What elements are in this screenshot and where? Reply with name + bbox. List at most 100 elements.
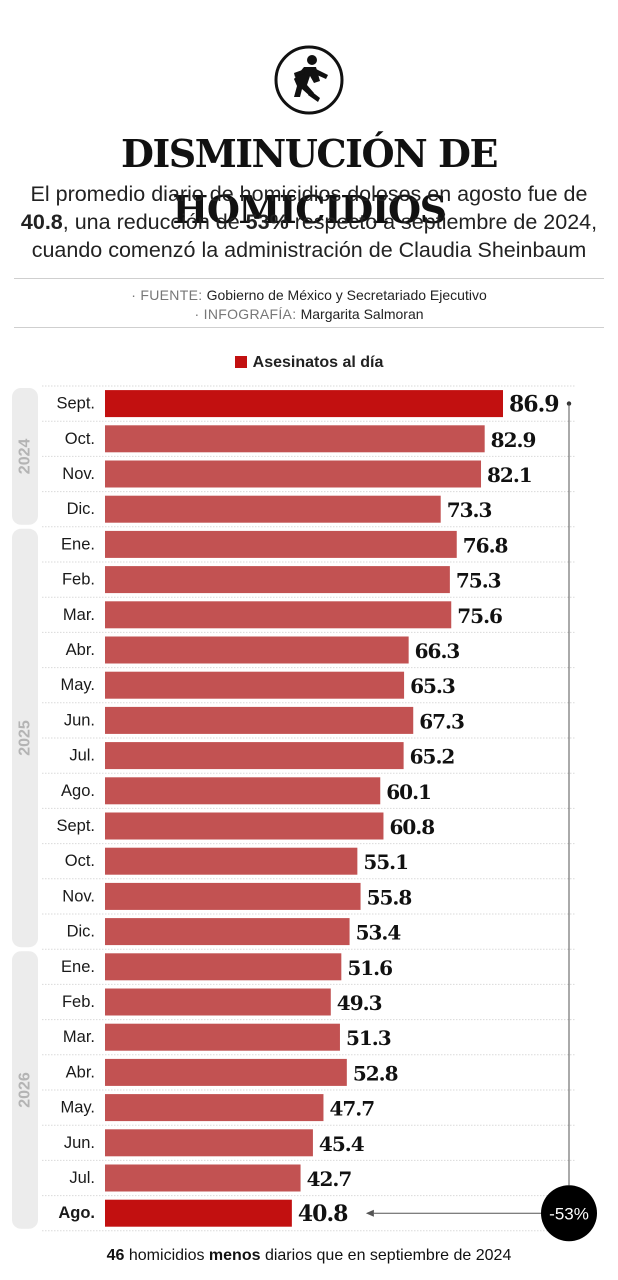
category-label: Ago.	[61, 782, 95, 800]
legend-swatch	[234, 356, 247, 368]
category-label: Jul.	[69, 747, 95, 765]
change-badge-label: -53%	[549, 1205, 589, 1224]
bar-3	[105, 495, 441, 523]
value-label: 51.6	[347, 956, 392, 980]
category-label: Dic.	[67, 923, 95, 941]
year-label-2026: 2026	[17, 1072, 34, 1108]
category-label: Ene.	[61, 535, 95, 553]
bar-16	[105, 953, 342, 981]
category-label: Oct.	[65, 852, 95, 870]
category-label: Jul.	[69, 1169, 95, 1187]
value-label: 75.3	[456, 569, 501, 593]
bar-15	[105, 918, 350, 946]
credits: · FUENTE: Gobierno de México y Secretari…	[0, 286, 618, 324]
subtitle-value: 40.8	[20, 210, 63, 234]
bar-9	[105, 706, 414, 734]
infographic-label: · INFOGRAFÍA:	[194, 306, 301, 322]
source-label: · FUENTE:	[131, 287, 207, 303]
bar-11	[105, 777, 381, 805]
value-label: 65.2	[410, 745, 455, 769]
value-label: 52.8	[353, 1061, 398, 1085]
bar-19	[105, 1058, 347, 1086]
bar-10	[105, 742, 404, 770]
value-label: 55.1	[363, 850, 408, 874]
subtitle-text-3: respecto a septiembre de 2024, cuando co…	[31, 210, 598, 262]
category-label: Dic.	[67, 500, 95, 518]
category-label: May.	[60, 676, 95, 694]
value-label: 76.8	[463, 533, 508, 557]
subtitle-text-2: , una reducción de	[62, 210, 246, 234]
bar-5	[105, 566, 450, 594]
category-label: Jun.	[64, 1134, 95, 1152]
bar-23	[105, 1199, 292, 1227]
chart-title: DISMINUCIÓN DE HOMICIDIOS	[121, 131, 498, 232]
value-label: 55.8	[367, 885, 412, 909]
subtitle-text-1: El promedio diario de homicidios dolosos…	[30, 182, 588, 206]
value-label: 67.3	[419, 709, 464, 733]
bar-20	[105, 1094, 324, 1122]
footnote-text-1: homicidios	[124, 1247, 209, 1264]
category-label: Ago.	[58, 1204, 95, 1222]
value-label: 60.1	[386, 780, 431, 804]
bar-4	[105, 530, 457, 558]
value-label: 60.8	[389, 815, 434, 839]
value-label: 86.9	[509, 392, 559, 418]
bar-12	[105, 812, 384, 840]
category-label: Mar.	[63, 606, 95, 624]
category-label: Sept.	[56, 395, 95, 413]
year-band-2026	[12, 951, 38, 1229]
value-label: 47.7	[329, 1097, 374, 1121]
source-text: Gobierno de México y Secretariado Ejecut…	[206, 287, 487, 303]
infographic-text: Margarita Salmoran	[300, 306, 424, 322]
connector-start-dot	[566, 401, 572, 406]
footnote-bold: menos	[208, 1247, 261, 1264]
bottom-divider	[14, 327, 604, 328]
bar-17	[105, 988, 331, 1016]
connector-arrow	[365, 1209, 374, 1217]
value-label: 82.1	[487, 463, 532, 487]
bar-13	[105, 847, 358, 875]
category-label: Feb.	[62, 993, 95, 1011]
value-label: 40.8	[298, 1201, 348, 1227]
category-label: Sept.	[56, 817, 95, 835]
category-label: Ene.	[61, 958, 95, 976]
value-label: 75.6	[457, 604, 502, 628]
bar-7	[105, 636, 409, 664]
change-badge	[541, 1185, 597, 1242]
category-label: Mar.	[63, 1028, 95, 1046]
bar-1	[105, 425, 485, 453]
bar-8	[105, 671, 405, 699]
bar-6	[105, 601, 452, 629]
value-label: 49.3	[337, 991, 382, 1015]
category-label: Jun.	[64, 711, 95, 729]
value-label: 66.3	[415, 639, 460, 663]
year-band-2024	[12, 388, 38, 525]
value-label: 51.3	[346, 1026, 391, 1050]
bar-14	[105, 882, 361, 910]
value-label: 45.4	[319, 1132, 365, 1156]
category-label: Nov.	[62, 465, 95, 483]
category-label: Feb.	[62, 571, 95, 589]
category-label: Nov.	[62, 887, 95, 905]
footnote-text-2: diarios que en septiembre de 2024	[260, 1247, 512, 1264]
chart-legend: Asesinatos al día	[0, 354, 618, 372]
homicide-body-icon	[274, 45, 344, 115]
footnote: 46 homicidios menos diarios que en septi…	[0, 1247, 618, 1265]
value-label: 65.3	[410, 674, 455, 698]
value-label: 53.4	[356, 921, 402, 945]
category-label: May.	[60, 1099, 95, 1117]
value-label: 42.7	[307, 1167, 352, 1191]
value-label: 82.9	[491, 428, 536, 452]
bar-22	[105, 1164, 301, 1192]
bar-18	[105, 1023, 340, 1051]
category-label: Abr.	[66, 641, 95, 659]
legend-label: Asesinatos al día	[252, 354, 384, 371]
bar-0	[105, 390, 503, 418]
category-label: Abr.	[66, 1063, 95, 1081]
year-label-2024: 2024	[17, 439, 34, 475]
bar-21	[105, 1129, 313, 1157]
year-band-2025	[12, 528, 38, 948]
value-label: 73.3	[447, 498, 492, 522]
year-label-2025: 2025	[17, 720, 34, 756]
